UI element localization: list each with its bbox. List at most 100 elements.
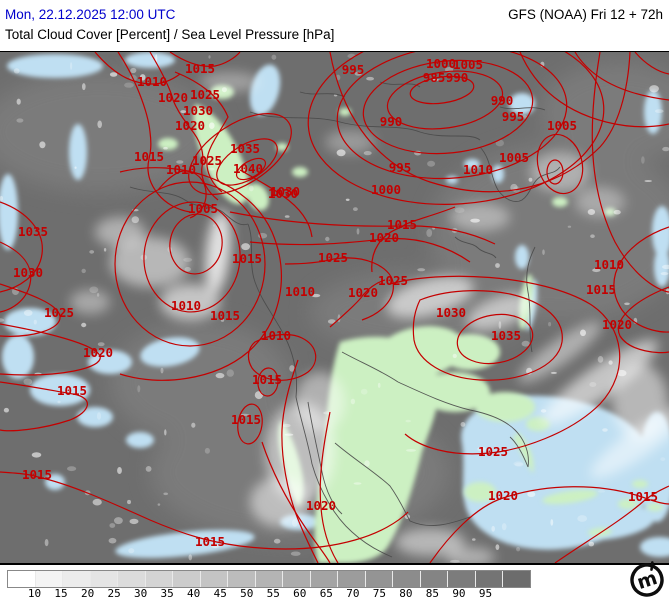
legend-colorbar [7, 570, 531, 588]
legend-cell [475, 571, 504, 587]
legend-cell [503, 571, 530, 587]
legend-cell [228, 571, 256, 587]
isobar-label: 1020 [175, 118, 205, 133]
legend-tick: 95 [478, 587, 493, 600]
isobar-label: 1030 [436, 305, 466, 320]
legend-cell [90, 571, 119, 587]
legend-cell [8, 571, 36, 587]
isobar-layer [0, 52, 669, 563]
isobar-label: 1040 [233, 161, 263, 176]
legend-tick: 80 [399, 587, 413, 600]
clear-sky-water-layer [0, 52, 669, 558]
weather-map: 1015 1010 1020 1025 1030 1020 1035 1015 1025 1040… [0, 51, 669, 565]
legend-tick: 15 [54, 587, 68, 600]
legend-cell [365, 571, 394, 587]
isobar-label: 995 [502, 109, 525, 124]
isobar-label: 1005 [547, 118, 577, 133]
isobar-label: 1020 [83, 345, 113, 360]
isobar-label: 990 [380, 114, 403, 129]
isobar-label: 1025 [190, 87, 220, 102]
legend-cell [420, 571, 449, 587]
legend-tick: 85 [425, 587, 440, 600]
isobar-label: 1005 [499, 150, 529, 165]
isobar-label: 1015 [22, 467, 52, 482]
legend-tick: 55 [266, 587, 280, 600]
isobar-label: 1015 [231, 412, 261, 427]
legend-cell [393, 571, 421, 587]
isobar-label: 1000 [371, 182, 401, 197]
isobar-label: 1015 [57, 383, 87, 398]
legend-cell [118, 571, 146, 587]
isobar-label: 1020 [348, 285, 378, 300]
isobar-label: 1010 [137, 74, 167, 89]
legend-tick: 10 [27, 587, 42, 600]
legend-tick: 40 [187, 587, 201, 600]
isobar-label: 1005 [453, 57, 483, 72]
isobar-label: 1025 [318, 250, 348, 265]
legend-cell [310, 571, 339, 587]
isobar-label: 1010 [171, 298, 201, 313]
legend-tick: 75 [372, 587, 386, 600]
isobar-label: 1020 [158, 90, 188, 105]
isobar-label: 1030 [270, 184, 300, 199]
logo-prime-mark [650, 561, 654, 571]
logo-circle [630, 563, 664, 597]
legend-cell [255, 571, 284, 587]
isobar-label: 1020 [306, 498, 336, 513]
isobar-label: 1015 [252, 372, 282, 387]
legend-cell [448, 571, 476, 587]
isobar-label: 1020 [488, 488, 518, 503]
legend-tick: 90 [452, 587, 466, 600]
isobar-label: 1015 [210, 308, 240, 323]
isobar-label: 1005 [188, 201, 218, 216]
map-title: Total Cloud Cover [Percent] / Sea Level … [5, 27, 335, 42]
legend-tick: 20 [80, 587, 95, 600]
isobar-label: 1015 [185, 61, 215, 76]
isobar-label: 1030 [268, 186, 298, 201]
legend-tick: 30 [134, 587, 148, 600]
clear-sky-land-layer [158, 85, 663, 563]
site-logo: m [627, 560, 667, 600]
isobar-label: 1025 [44, 305, 74, 320]
isobar-label: 1025 [478, 444, 508, 459]
isobar-label: 1010 [261, 328, 291, 343]
legend-tick: 50 [240, 587, 254, 600]
isobar-label: 990 [491, 93, 514, 108]
isobar-label: 1010 [463, 162, 493, 177]
isobar-label: 995 [389, 160, 412, 175]
model-run-label: GFS (NOAA) Fri 12 + 72h [508, 7, 663, 22]
bright-cloud-layer [70, 72, 669, 563]
legend-cell [145, 571, 174, 587]
legend-tick: 60 [293, 587, 307, 600]
isobar-label: 1025 [378, 273, 408, 288]
legend-cell [173, 571, 201, 587]
isobar-label: 1000 [426, 56, 456, 71]
isobar-label: 1030 [13, 265, 43, 280]
isobar-label: 1035 [230, 141, 260, 156]
legend-cell [35, 571, 64, 587]
isobar-label: 990 [446, 70, 469, 85]
legend-tick: 65 [319, 587, 333, 600]
isobar-label: 1030 [183, 103, 213, 118]
isobar-label: 1010 [166, 162, 196, 177]
isobar-label: 1025 [192, 153, 222, 168]
isobar-label: 1020 [602, 317, 632, 332]
isobar-label: 1035 [18, 224, 48, 239]
legend-tick: 45 [213, 587, 227, 600]
isobar-label: 1020 [369, 230, 399, 245]
legend-tick: 70 [346, 587, 360, 600]
isobar-label: 995 [342, 62, 365, 77]
isobar-label: 1035 [491, 328, 521, 343]
isobar-label: 1010 [285, 284, 315, 299]
cloud-speckle-layer [0, 53, 669, 563]
isobar-label: 1015 [628, 489, 658, 504]
legend-tick: 35 [160, 587, 174, 600]
legend-tick-row: 10 15 20 25 30 35 40 45 50 55 60 65 70 75 80 85 90 95 [0, 587, 669, 600]
isobar-label: 1015 [232, 251, 262, 266]
legend-cell [338, 571, 366, 587]
isobar-label: 1015 [387, 217, 417, 232]
isobar-label: 1015 [134, 149, 164, 164]
legend-cell [63, 571, 91, 587]
legend-cell [200, 571, 229, 587]
